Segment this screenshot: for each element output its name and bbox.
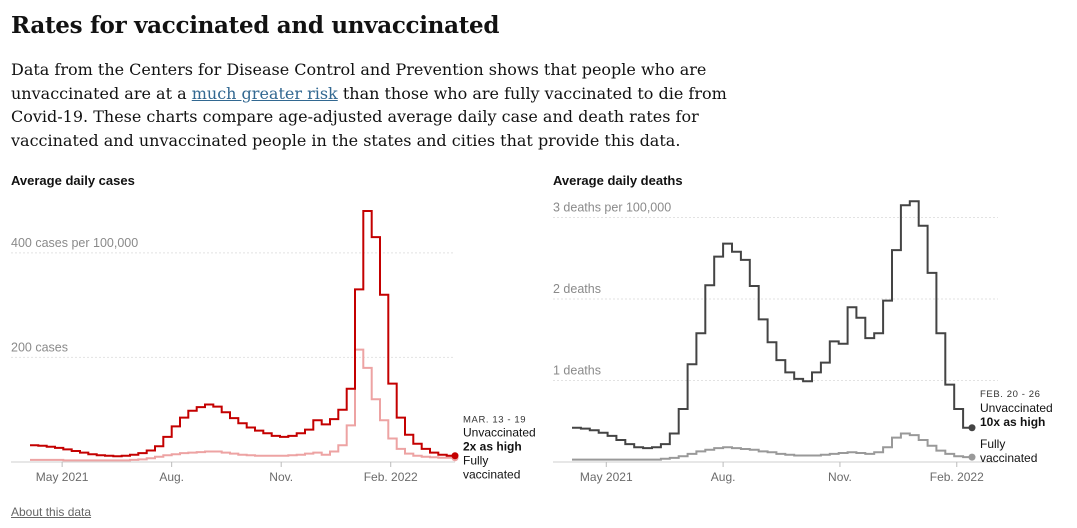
description-text-1: Data from the Centers for Disease Contro… [11,60,707,103]
deaths-chart: 1 deaths 2 deaths 3 deaths per 100,000 May … [553,200,1053,484]
cases-y-tick-label: 400 cases per 100,000 [11,236,138,250]
cases-chart: 200 cases 400 cases per 100,000 May 2021 Au… [11,210,536,484]
cases-annotation-unvax-label: Unvaccinated [463,426,536,440]
cases-annotation-vax-label-2: vaccinated [463,468,520,482]
deaths-x-tick-label: May 2021 [580,470,633,484]
cases-annotation-vax-label-1: Fully [463,454,488,468]
deaths-y-tick-label: 2 deaths [553,282,601,296]
much-greater-risk-link[interactable]: much greater risk [191,83,338,103]
cases-x-tick-label: Feb. 2022 [364,470,418,484]
deaths-x-tick-label: Feb. 2022 [930,470,984,484]
deaths-chart-title: Average daily deaths [553,173,683,188]
deaths-series-unvaccinated [572,200,972,450]
deaths-x-tick-label: Nov. [828,470,852,484]
deaths-x-tick-label: Aug. [711,470,736,484]
deaths-annotation-vax-label-1: Fully [980,437,1005,451]
cases-annotation-ratio: 2x as high [463,440,522,454]
description: Data from the Centers for Disease Contro… [11,58,731,152]
cases-chart-title: Average daily cases [11,173,135,188]
cases-y-tick-label: 200 cases [11,340,68,354]
deaths-annotation-date: FEB. 20 - 26 [980,389,1041,400]
deaths-endpoint-vaccinated [968,453,976,461]
cases-series-unvaccinated [30,210,455,458]
deaths-y-tick-label: 3 deaths per 100,000 [553,201,671,215]
cases-annotation-date: MAR. 13 - 19 [463,415,526,426]
cases-endpoint-unvaccinated [451,452,459,460]
description-text-2: than those who are fully vaccinated to d… [11,83,727,150]
cases-x-tick-label: Aug. [159,470,184,484]
deaths-annotation-vax-label-2: vaccinated [980,451,1037,465]
deaths-y-tick-label: 1 deaths [553,364,601,378]
deaths-annotation-unvax-label: Unvaccinated [980,401,1053,415]
cases-series-vaccinated [30,348,455,462]
page-title: Rates for vaccinated and unvaccinated [11,12,500,39]
about-this-data-link[interactable]: About this data [11,505,92,519]
deaths-endpoint-unvaccinated [968,424,976,432]
deaths-annotation-ratio: 10x as high [980,415,1045,429]
cases-x-tick-label: Nov. [269,470,293,484]
cases-x-tick-label: May 2021 [36,470,89,484]
deaths-series-vaccinated [572,432,972,461]
